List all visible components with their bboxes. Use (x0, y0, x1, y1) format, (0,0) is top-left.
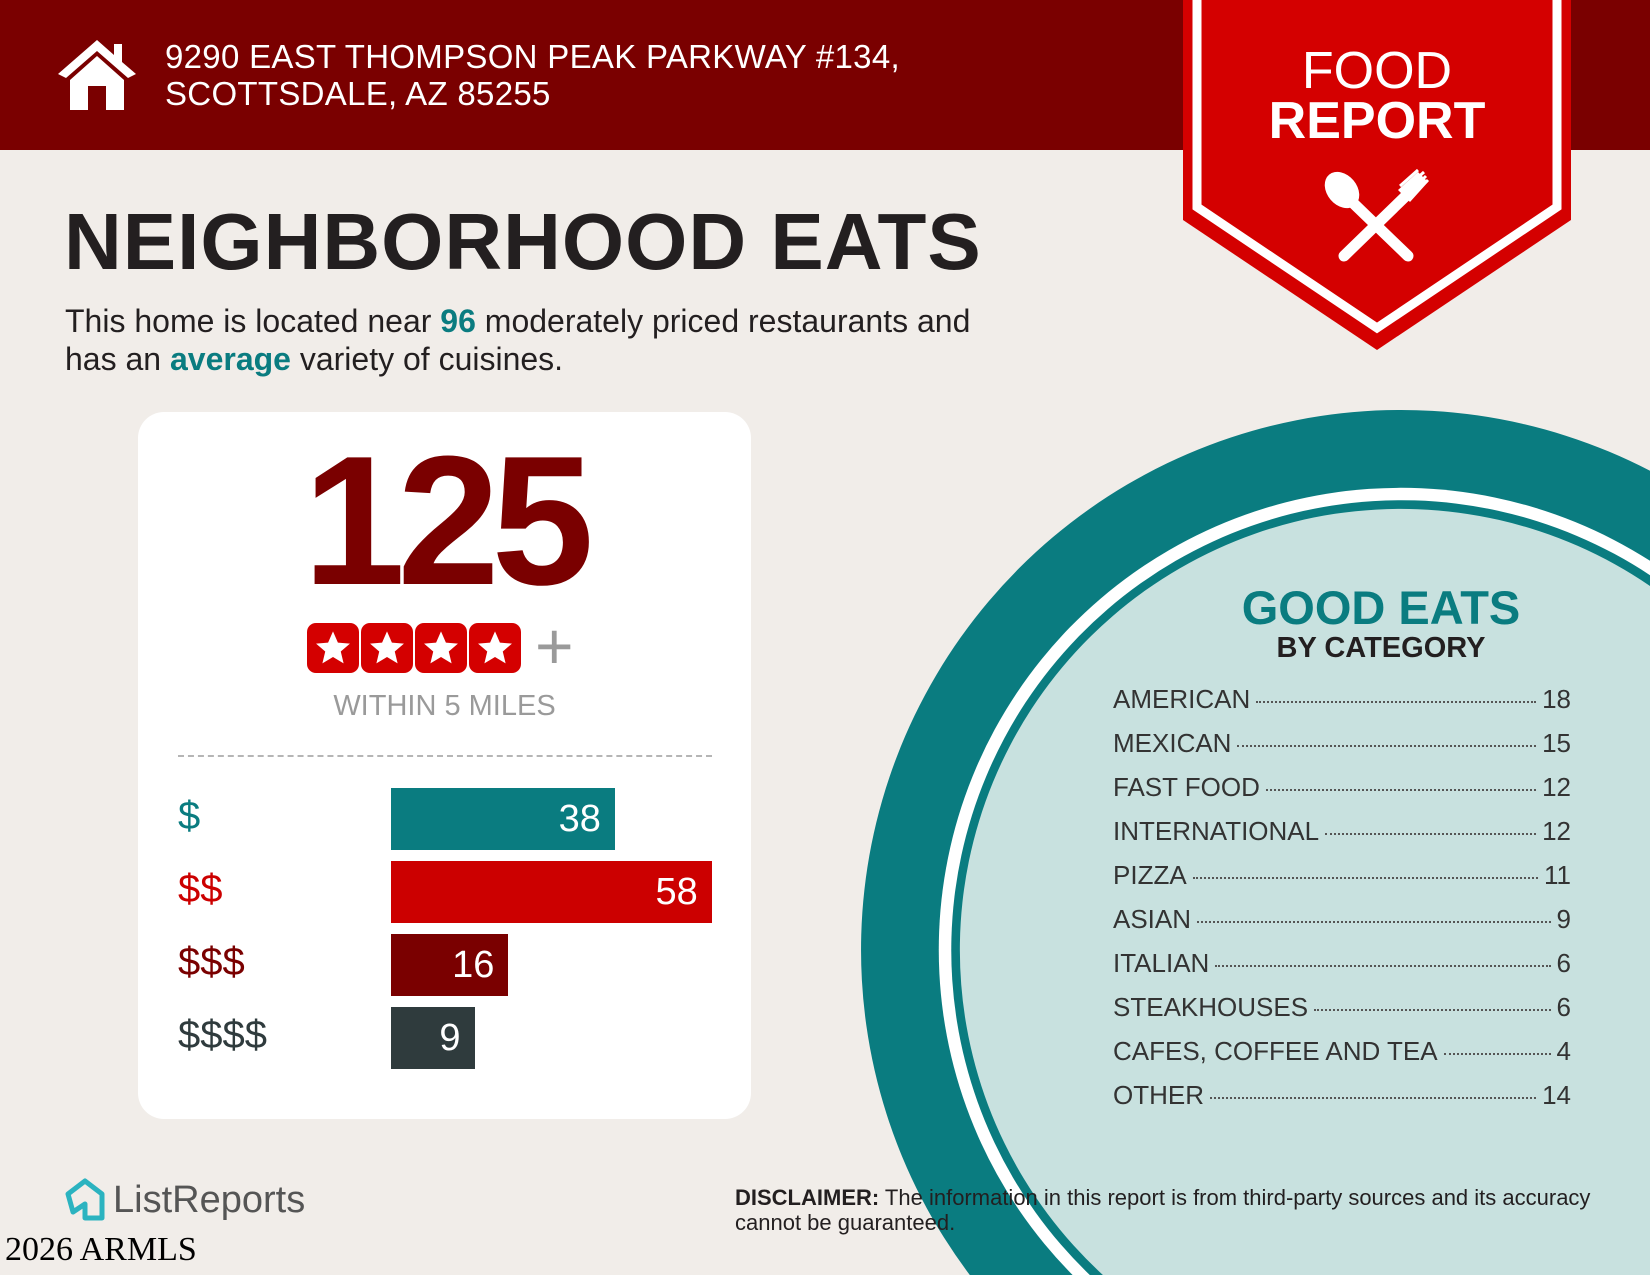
good-eats-title: GOOD EATS (1241, 581, 1521, 634)
category-name: MEXICAN (1113, 728, 1232, 758)
badge-line1: FOOD (1301, 42, 1453, 100)
good-eats-subtitle: BY CATEGORY (1276, 632, 1486, 664)
price-bar: 16 (391, 934, 509, 996)
category-item: ITALIAN 6 (1113, 948, 1571, 992)
category-count: 6 (1556, 992, 1571, 1022)
dot-leader (1210, 1097, 1537, 1099)
disclaimer-label: DISCLAIMER: (735, 1185, 880, 1210)
category-item: INTERNATIONAL 12 (1113, 816, 1571, 860)
category-list: AMERICAN 18 MEXICAN 15 FAST FOOD 12 INTERNATIO… (1113, 684, 1571, 1124)
page-subtitle: This home is located near 96 moderately … (65, 302, 970, 378)
dot-leader (1197, 921, 1551, 923)
category-count: 12 (1542, 816, 1571, 846)
category-item: AMERICAN 18 (1113, 684, 1571, 728)
price-tier-label: $ (178, 794, 201, 838)
category-count: 18 (1542, 684, 1571, 714)
divider (178, 755, 712, 757)
dot-leader (1265, 789, 1537, 791)
category-name: STEAKHOUSES (1113, 992, 1309, 1022)
page-title: NEIGHBORHOOD EATS (64, 197, 982, 286)
star-icon (469, 623, 521, 673)
price-row: $$ 58 (178, 861, 738, 923)
star-icon (307, 623, 359, 673)
price-bar: 38 (391, 788, 615, 850)
dot-leader (1325, 833, 1537, 835)
price-bar: 58 (391, 861, 712, 923)
disclaimer: DISCLAIMER: The information in this repo… (735, 1185, 1615, 1235)
category-name: CAFES, COFFEE AND TEA (1113, 1036, 1438, 1066)
dot-leader (1215, 965, 1551, 967)
star-icon (361, 623, 413, 673)
dot-leader (1192, 877, 1538, 879)
dot-leader (1443, 1053, 1551, 1055)
category-name: ASIAN (1113, 904, 1192, 934)
category-count: 6 (1556, 948, 1571, 978)
category-item: FAST FOOD 12 (1113, 772, 1571, 816)
house-icon (58, 40, 136, 110)
price-tier-label: $$ (178, 867, 223, 911)
category-name: AMERICAN (1113, 684, 1251, 714)
category-name: ITALIAN (1113, 948, 1210, 978)
dot-leader (1314, 1009, 1551, 1011)
logo-text: ListReports (113, 1179, 306, 1221)
subtitle-text: has an (65, 341, 170, 377)
price-row: $$$$ 9 (178, 1007, 738, 1069)
category-count: 14 (1542, 1080, 1571, 1110)
total-restaurants: 125 (303, 417, 594, 623)
category-item: OTHER 14 (1113, 1080, 1571, 1124)
category-count: 15 (1542, 728, 1571, 758)
address-line2: SCOTTSDALE, AZ 85255 (165, 75, 551, 112)
category-item: STEAKHOUSES 6 (1113, 992, 1571, 1036)
price-tier-label: $$$ (178, 940, 245, 984)
category-count: 12 (1542, 772, 1571, 802)
listreports-logo: ListReports (65, 1178, 305, 1222)
dot-leader (1256, 701, 1537, 703)
spoon-fork-icon (1324, 168, 1430, 262)
price-row: $38 (178, 788, 738, 850)
logo-house-icon (65, 1178, 105, 1221)
price-bar: 9 (391, 1007, 475, 1069)
badge-text: FOOD REPORT (1183, 42, 1571, 150)
category-name: OTHER (1113, 1080, 1204, 1110)
category-count: 9 (1556, 904, 1571, 934)
disclaimer-text: The information in this report is from t… (735, 1185, 1591, 1235)
category-name: FAST FOOD (1113, 772, 1260, 802)
category-name: INTERNATIONAL (1113, 816, 1320, 846)
subtitle-text: moderately priced restaurants and (475, 303, 971, 339)
subtitle-text: This home is located near (65, 303, 441, 339)
badge-line2: REPORT (1268, 92, 1486, 150)
category-item: ASIAN 9 (1113, 904, 1571, 948)
food-report-badge (1183, 0, 1571, 350)
summary-card (138, 412, 751, 1119)
category-item: CAFES, COFFEE AND TEA 4 (1113, 1036, 1571, 1080)
category-item: PIZZA 11 (1113, 860, 1571, 904)
rating-plus: + (535, 609, 574, 683)
dot-leader (1237, 745, 1537, 747)
star-rating (307, 623, 521, 673)
star-icon (415, 623, 467, 673)
category-name: PIZZA (1113, 860, 1187, 890)
category-count: 11 (1544, 860, 1571, 890)
watermark: 2026 ARMLS (5, 1231, 197, 1268)
address-line1: 9290 EAST THOMPSON PEAK PARKWAY #134, (165, 38, 900, 75)
address: 9290 EAST THOMPSON PEAK PARKWAY #134, SC… (165, 38, 900, 112)
price-row: $$$ 16 (178, 934, 738, 996)
category-item: MEXICAN 15 (1113, 728, 1571, 772)
subtitle-text: variety of cuisines. (290, 341, 564, 377)
within-label: WITHIN 5 MILES (333, 690, 556, 722)
price-tier-label: $$$$ (178, 1013, 267, 1057)
variety-level: average (169, 341, 291, 377)
restaurant-count: 96 (440, 303, 476, 339)
category-count: 4 (1556, 1036, 1571, 1066)
